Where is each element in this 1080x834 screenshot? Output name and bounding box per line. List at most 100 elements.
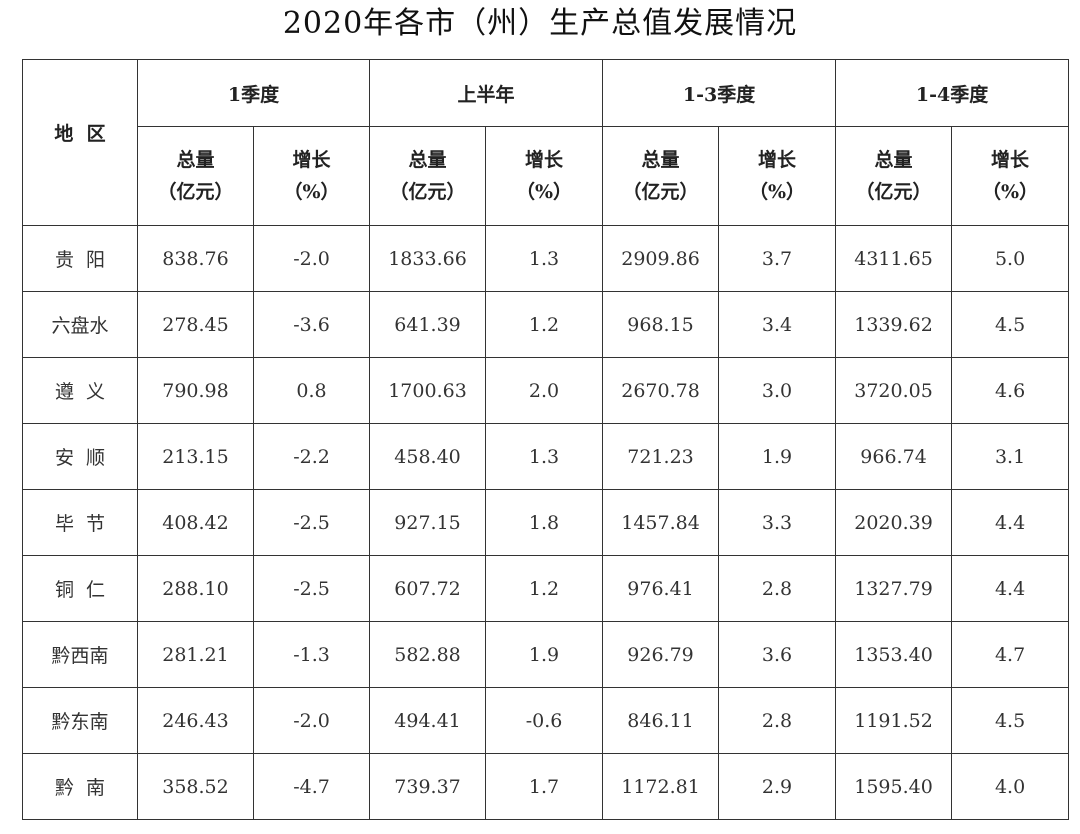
- total-value: 1191.52: [835, 687, 953, 754]
- growth-value: 2.0: [485, 357, 604, 424]
- growth-value: -1.3: [252, 621, 371, 688]
- region-name: 遵 义: [22, 357, 138, 424]
- growth-value: 2.8: [718, 555, 837, 622]
- table-row: 毕 节 408.42 -2.5 927.15 1.8 1457.84 3.3 2020.39 4…: [22, 489, 1070, 556]
- table-row: 贵 阳 838.76 -2.0 1833.66 1.3 2909.86 3.7 4311.65…: [22, 225, 1070, 292]
- growth-value: 3.6: [718, 621, 837, 688]
- growth-value: 5.0: [951, 225, 1070, 292]
- growth-value: -2.2: [252, 423, 371, 490]
- header-growth-label: 增长: [991, 149, 1030, 171]
- total-value: 358.52: [137, 753, 254, 820]
- region-name: 贵 阳: [22, 225, 138, 292]
- growth-value: 1.2: [485, 555, 604, 622]
- total-value: 1172.81: [602, 753, 720, 820]
- growth-value: 1.9: [718, 423, 837, 490]
- header-growth-3: 增长 （%）: [951, 126, 1070, 226]
- header-growth-2: 增长 （%）: [718, 126, 837, 226]
- table-body: 贵 阳 838.76 -2.0 1833.66 1.3 2909.86 3.7 4311.65…: [22, 225, 1070, 820]
- growth-value: 4.5: [951, 687, 1070, 754]
- header-total-label: 总量: [874, 149, 913, 171]
- growth-value: 3.3: [718, 489, 837, 556]
- header-period-h1: 上半年: [369, 59, 604, 127]
- total-value: 721.23: [602, 423, 720, 490]
- growth-value: 1.7: [485, 753, 604, 820]
- total-value: 1700.63: [369, 357, 487, 424]
- total-value: 408.42: [137, 489, 254, 556]
- header-growth-label: 增长: [525, 149, 564, 171]
- header-period-q1-4: 1-4季度: [835, 59, 1070, 127]
- region-name: 黔 南: [22, 753, 138, 820]
- total-value: 846.11: [602, 687, 720, 754]
- total-value: 281.21: [137, 621, 254, 688]
- growth-value: -2.0: [252, 687, 371, 754]
- header-growth-unit: （%）: [283, 181, 340, 203]
- gdp-table: 地 区 1季度 上半年 1-3季度 1-4季度 总量 （亿元） 增长 （%） 总量 （亿元…: [22, 59, 1070, 820]
- region-name: 毕 节: [22, 489, 138, 556]
- header-period-q1: 1季度: [136, 59, 371, 127]
- region-name: 黔东南: [22, 687, 138, 754]
- growth-value: 1.3: [485, 225, 604, 292]
- growth-value: 4.4: [951, 489, 1070, 556]
- growth-value: 1.8: [485, 489, 604, 556]
- total-value: 1339.62: [835, 291, 953, 358]
- region-name: 六盘水: [22, 291, 138, 358]
- total-value: 1327.79: [835, 555, 953, 622]
- total-value: 4311.65: [835, 225, 953, 292]
- growth-value: 1.9: [485, 621, 604, 688]
- header-period-q1-3: 1-3季度: [602, 59, 837, 127]
- header-growth-unit: （%）: [749, 181, 806, 203]
- total-value: 1457.84: [602, 489, 720, 556]
- total-value: 1595.40: [835, 753, 953, 820]
- growth-value: -3.6: [252, 291, 371, 358]
- header-growth-unit: （%）: [515, 181, 573, 203]
- total-value: 926.79: [602, 621, 720, 688]
- table-row: 黔西南 281.21 -1.3 582.88 1.9 926.79 3.6 1353.40 4.…: [22, 621, 1070, 688]
- growth-value: 3.7: [718, 225, 837, 292]
- page-title: 2020年各市（州）生产总值发展情况: [282, 6, 798, 41]
- header-total-1: 总量 （亿元）: [369, 126, 487, 226]
- growth-value: 2.9: [718, 753, 837, 820]
- total-value: 739.37: [369, 753, 487, 820]
- header-total-unit: （亿元）: [855, 181, 932, 203]
- header-row-periods: 地 区 1季度 上半年 1-3季度 1-4季度: [22, 59, 1070, 226]
- total-value: 582.88: [369, 621, 487, 688]
- region-name: 黔西南: [22, 621, 138, 688]
- header-growth-label: 增长: [292, 149, 331, 171]
- growth-value: 2.8: [718, 687, 837, 754]
- total-value: 3720.05: [835, 357, 953, 424]
- growth-value: 4.7: [951, 621, 1070, 688]
- header-total-label: 总量: [408, 149, 447, 171]
- growth-value: -2.5: [252, 489, 371, 556]
- header-total-unit: （亿元）: [622, 181, 699, 203]
- total-value: 1353.40: [835, 621, 953, 688]
- header-total-2: 总量 （亿元）: [602, 126, 720, 226]
- growth-value: 0.8: [252, 357, 371, 424]
- total-value: 968.15: [602, 291, 720, 358]
- total-value: 213.15: [137, 423, 254, 490]
- header-growth-unit: （%）: [982, 181, 1039, 203]
- total-value: 494.41: [369, 687, 487, 754]
- header-region: 地 区: [22, 59, 138, 226]
- growth-value: 3.0: [718, 357, 837, 424]
- total-value: 278.45: [137, 291, 254, 358]
- growth-value: 1.2: [485, 291, 604, 358]
- header-total-unit: （亿元）: [157, 181, 234, 203]
- table-row: 铜 仁 288.10 -2.5 607.72 1.2 976.41 2.8 1327.79 4.…: [22, 555, 1070, 622]
- table-row: 安 顺 213.15 -2.2 458.40 1.3 721.23 1.9 966.74 3.1: [22, 423, 1070, 490]
- growth-value: -0.6: [485, 687, 604, 754]
- total-value: 458.40: [369, 423, 487, 490]
- growth-value: -4.7: [252, 753, 371, 820]
- table-row: 黔东南 246.43 -2.0 494.41 -0.6 846.11 2.8 1191.52 4…: [22, 687, 1070, 754]
- total-value: 641.39: [369, 291, 487, 358]
- total-value: 1833.66: [369, 225, 487, 292]
- table-row: 遵 义 790.98 0.8 1700.63 2.0 2670.78 3.0 3720.05 4…: [22, 357, 1070, 424]
- growth-value: -2.0: [252, 225, 371, 292]
- total-value: 246.43: [137, 687, 254, 754]
- header-growth-0: 增长 （%）: [252, 126, 371, 226]
- growth-value: 3.4: [718, 291, 837, 358]
- total-value: 288.10: [137, 555, 254, 622]
- growth-value: 4.0: [951, 753, 1070, 820]
- growth-value: 4.6: [951, 357, 1070, 424]
- growth-value: 3.1: [951, 423, 1070, 490]
- header-total-unit: （亿元）: [389, 181, 466, 203]
